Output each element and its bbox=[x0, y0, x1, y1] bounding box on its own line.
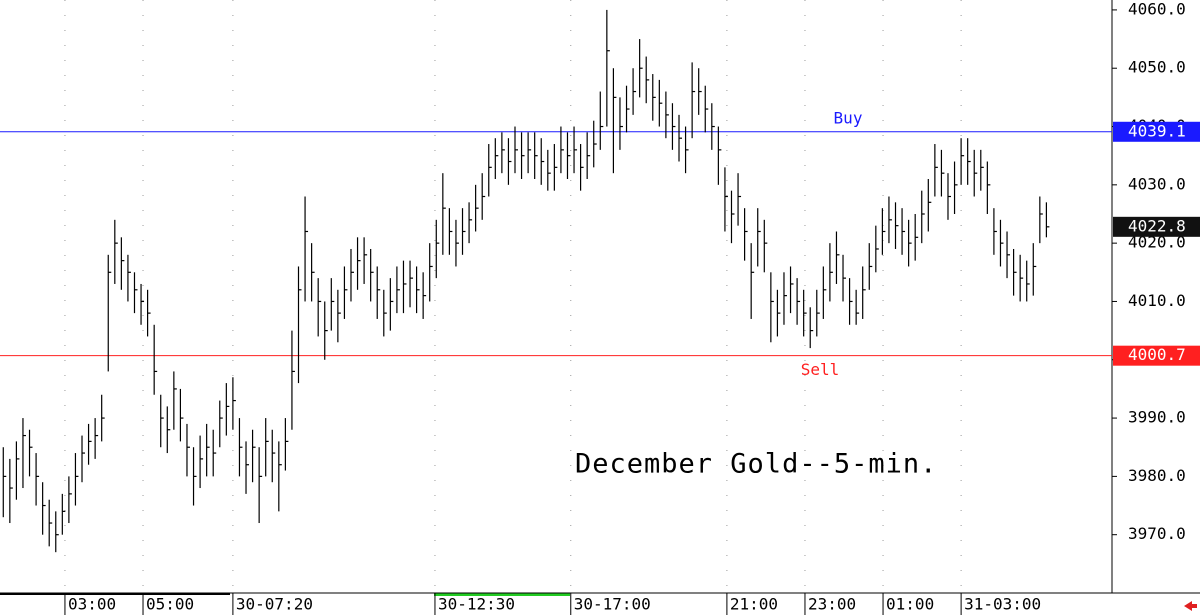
y-tick-label: 3980.0 bbox=[1128, 466, 1186, 485]
scroll-arrow[interactable] bbox=[1184, 601, 1197, 611]
x-tick-label: 30-17:00 bbox=[574, 595, 651, 614]
x-tick-label: 05:00 bbox=[146, 595, 194, 614]
y-tick-label: 4010.0 bbox=[1128, 291, 1186, 310]
y-tick-label: 4060.0 bbox=[1128, 0, 1186, 18]
x-tick-label: 03:00 bbox=[68, 595, 116, 614]
price-tag-label: 4039.1 bbox=[1128, 121, 1186, 140]
last-price-label: 4022.8 bbox=[1128, 216, 1186, 235]
x-tick-label: 01:00 bbox=[886, 595, 934, 614]
price-tag-label: 4000.7 bbox=[1128, 345, 1186, 364]
x-tick-label: 23:00 bbox=[808, 595, 856, 614]
price-bars bbox=[2, 9, 1050, 553]
y-tick-label: 4030.0 bbox=[1128, 174, 1186, 193]
y-tick-label: 3990.0 bbox=[1128, 408, 1186, 427]
chart-annotation: December Gold--5-min. bbox=[575, 449, 937, 480]
session-bar bbox=[0, 593, 230, 595]
x-tick-label: 21:00 bbox=[730, 595, 778, 614]
x-tick-label: 30-12:30 bbox=[438, 595, 515, 614]
reference-label: Sell bbox=[801, 360, 840, 379]
y-tick-label: 3970.0 bbox=[1128, 524, 1186, 543]
price-tag bbox=[1113, 121, 1200, 142]
x-tick-label: 30-07:20 bbox=[236, 595, 313, 614]
price-tag bbox=[1113, 345, 1200, 366]
x-tick-label: 31-03:00 bbox=[964, 595, 1041, 614]
session-highlight bbox=[434, 593, 570, 596]
y-tick-label: 4020.0 bbox=[1128, 233, 1186, 252]
last-price-tag bbox=[1113, 216, 1200, 237]
y-tick-label: 4050.0 bbox=[1128, 58, 1186, 77]
reference-label: Buy bbox=[834, 108, 863, 127]
